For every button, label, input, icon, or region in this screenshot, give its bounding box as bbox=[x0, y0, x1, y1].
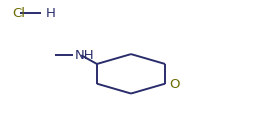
Text: Cl: Cl bbox=[12, 7, 25, 20]
Text: NH: NH bbox=[75, 49, 94, 62]
Text: H: H bbox=[46, 7, 56, 20]
Text: O: O bbox=[169, 78, 179, 90]
